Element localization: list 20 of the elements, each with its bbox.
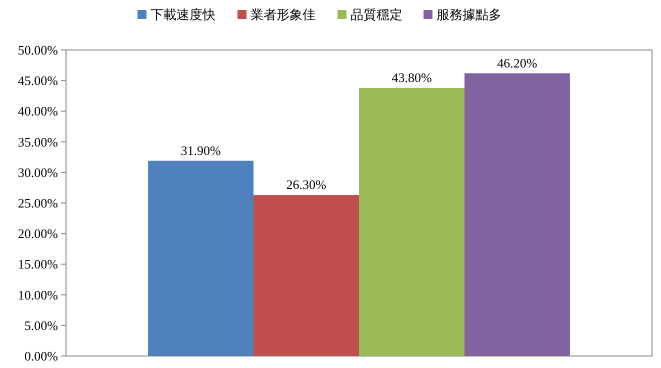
data-label: 31.90% [180, 142, 221, 158]
y-tick-label: 5.00% [24, 318, 58, 333]
y-tick-label: 0.00% [24, 348, 58, 364]
legend-label: 服務據點多 [436, 7, 502, 22]
y-tick-label: 45.00% [18, 73, 58, 88]
y-tick-label: 10.00% [18, 287, 58, 302]
legend-label: 品質穩定 [350, 7, 402, 22]
legend-label: 業者形象佳 [250, 7, 316, 22]
業者形象佳: 26.30% [254, 177, 359, 356]
y-tick-label: 35.00% [18, 134, 58, 150]
data-label: 43.80% [392, 70, 432, 85]
data-label: 26.30% [286, 177, 326, 192]
y-tick-label: 15.00% [18, 256, 58, 272]
y-tick-label: 25.00% [18, 196, 58, 210]
y-tick-label: 20.00% [18, 226, 58, 242]
data-label: 46.20% [497, 55, 538, 70]
legend-label: 下載速度快 [150, 7, 216, 22]
y-tick-label: 50.00% [18, 42, 58, 58]
y-tick-label: 40.00% [18, 104, 58, 119]
y-tick-label: 30.00% [18, 164, 58, 180]
